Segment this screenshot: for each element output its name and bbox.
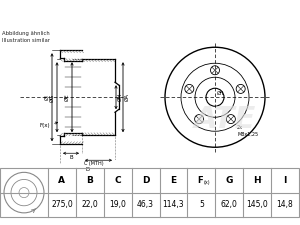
Text: I: I	[284, 176, 287, 185]
Text: C: C	[114, 176, 121, 185]
Text: F(x): F(x)	[39, 123, 50, 128]
Text: ØH: ØH	[118, 93, 123, 101]
Text: ØH: ØH	[217, 91, 224, 96]
Text: ATE: ATE	[194, 105, 256, 134]
Text: Abbildung ähnlich
Illustration similar: Abbildung ähnlich Illustration similar	[2, 31, 50, 43]
Text: B: B	[86, 176, 93, 185]
Text: 46,3: 46,3	[137, 200, 154, 209]
Text: D: D	[142, 176, 149, 185]
Text: ØI: ØI	[45, 94, 50, 100]
Text: 2x
M8x1,25: 2x M8x1,25	[237, 125, 258, 136]
Text: 5: 5	[199, 200, 204, 209]
Text: C (MTH): C (MTH)	[84, 161, 104, 166]
Text: H: H	[254, 176, 261, 185]
Text: 19,0: 19,0	[109, 200, 126, 209]
Text: 114,3: 114,3	[163, 200, 184, 209]
Text: 275,0: 275,0	[51, 200, 73, 209]
Bar	[0, 168, 299, 217]
Text: 145,0: 145,0	[246, 200, 268, 209]
Text: A: A	[58, 176, 65, 185]
Text: ØA: ØA	[125, 93, 130, 101]
Text: 422256: 422256	[220, 8, 270, 22]
Text: E: E	[170, 176, 177, 185]
Text: ØE: ØE	[65, 93, 70, 101]
Text: 62,0: 62,0	[221, 200, 238, 209]
Text: ØG: ØG	[50, 93, 55, 101]
Text: G: G	[226, 176, 233, 185]
Text: D: D	[85, 167, 90, 172]
Text: (x): (x)	[203, 180, 210, 185]
Text: 22,0: 22,0	[82, 200, 98, 209]
Text: 14,8: 14,8	[277, 200, 293, 209]
Text: B: B	[69, 155, 73, 160]
Text: F: F	[198, 176, 203, 185]
Text: 24.0122-0256.1: 24.0122-0256.1	[92, 8, 208, 22]
